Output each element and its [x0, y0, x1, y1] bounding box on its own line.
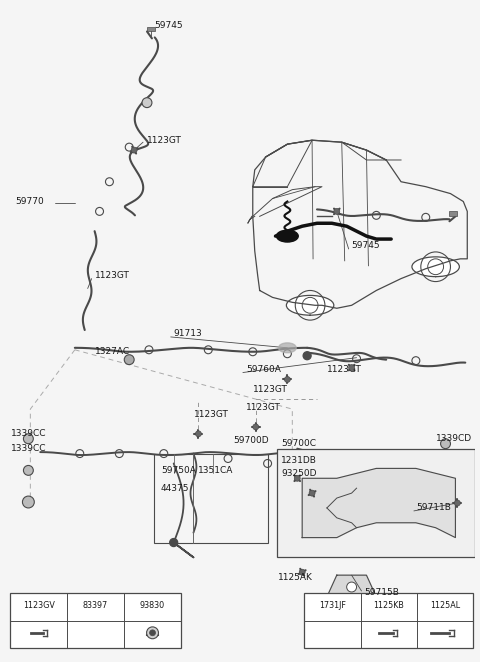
Circle shape	[146, 627, 158, 639]
Ellipse shape	[412, 257, 459, 277]
Circle shape	[303, 352, 311, 359]
Circle shape	[334, 209, 340, 214]
Circle shape	[195, 431, 202, 437]
Circle shape	[348, 365, 355, 371]
Circle shape	[142, 98, 152, 108]
Bar	[147, 26, 155, 32]
Text: 1231DB: 1231DB	[281, 456, 317, 465]
Text: 1123GT: 1123GT	[95, 271, 130, 280]
Ellipse shape	[278, 343, 296, 353]
Bar	[154, 453, 267, 543]
Text: 1339CC: 1339CC	[11, 444, 46, 453]
Circle shape	[170, 539, 178, 547]
Text: 1327AC: 1327AC	[95, 348, 130, 356]
Circle shape	[150, 630, 156, 636]
Text: 1123GT: 1123GT	[246, 402, 281, 412]
Polygon shape	[327, 575, 376, 597]
Ellipse shape	[276, 230, 298, 242]
Text: 93250D: 93250D	[281, 469, 317, 478]
Text: 59700C: 59700C	[281, 439, 316, 448]
Bar	[10, 592, 181, 648]
Text: 93830: 93830	[140, 601, 165, 610]
Text: 91713: 91713	[174, 330, 203, 338]
Text: 1125AL: 1125AL	[430, 601, 460, 610]
Ellipse shape	[327, 630, 337, 636]
Text: 44375: 44375	[161, 484, 189, 493]
Text: 1123GV: 1123GV	[23, 601, 55, 610]
Text: 1123GT: 1123GT	[253, 385, 288, 394]
Text: 1339CD: 1339CD	[436, 434, 472, 444]
Text: 1123GT: 1123GT	[193, 410, 228, 418]
Text: 59715B: 59715B	[364, 589, 399, 598]
Bar	[449, 211, 457, 216]
Text: 59750A: 59750A	[161, 466, 196, 475]
Bar	[277, 449, 475, 557]
Ellipse shape	[324, 627, 341, 639]
Circle shape	[455, 500, 460, 506]
Text: 1731JF: 1731JF	[319, 601, 346, 610]
Ellipse shape	[287, 295, 334, 315]
Text: 83397: 83397	[83, 601, 108, 610]
Circle shape	[294, 475, 300, 481]
Circle shape	[309, 490, 315, 496]
Circle shape	[131, 147, 137, 153]
Polygon shape	[302, 469, 456, 538]
Text: 1123GT: 1123GT	[327, 365, 362, 374]
Text: 1125AK: 1125AK	[277, 573, 312, 582]
Circle shape	[253, 424, 259, 430]
Bar	[304, 592, 473, 648]
Circle shape	[299, 569, 305, 575]
Circle shape	[24, 434, 33, 444]
Text: 59711B: 59711B	[416, 503, 451, 512]
Text: 59700D: 59700D	[233, 436, 269, 446]
Circle shape	[284, 377, 290, 383]
Text: 59760A: 59760A	[246, 365, 281, 374]
Circle shape	[347, 582, 357, 592]
Text: 1123GT: 1123GT	[147, 136, 182, 145]
Text: 1125KB: 1125KB	[373, 601, 404, 610]
Circle shape	[23, 496, 34, 508]
Text: 59770: 59770	[15, 197, 44, 206]
Circle shape	[24, 465, 33, 475]
Circle shape	[124, 355, 134, 365]
Circle shape	[441, 439, 450, 449]
Text: 1339CC: 1339CC	[11, 429, 46, 438]
Text: 1351CA: 1351CA	[198, 466, 234, 475]
Text: 59745: 59745	[352, 242, 380, 250]
Text: 59745: 59745	[154, 21, 182, 30]
